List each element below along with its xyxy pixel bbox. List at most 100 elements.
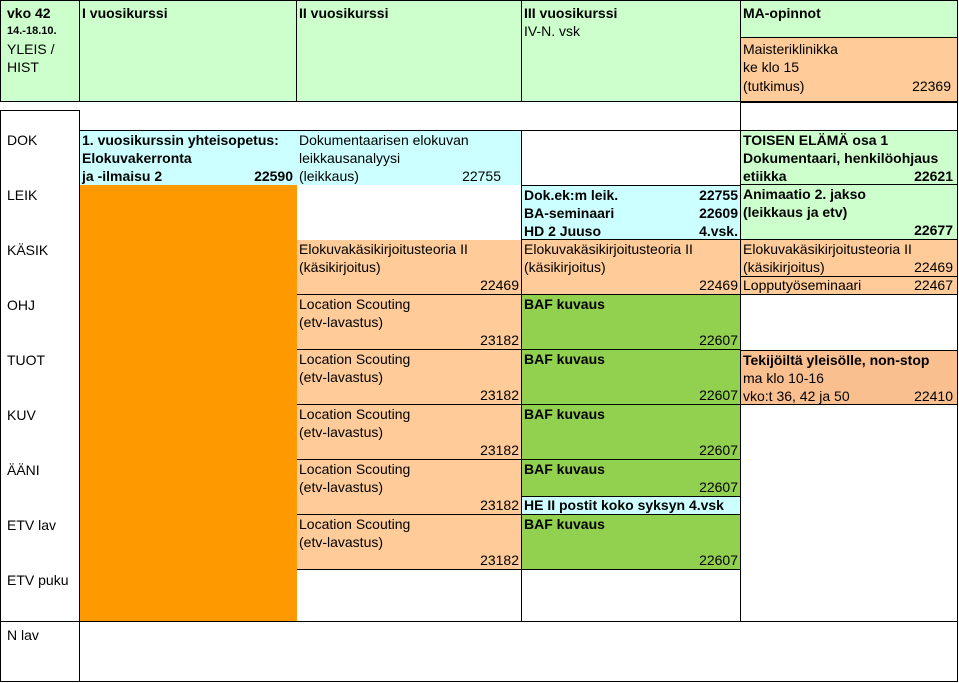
dokelo-line1: Dokumentaarisen elokuvan	[299, 132, 469, 148]
maisteri-line1: Maisteriklinikka	[743, 41, 838, 57]
col1-orange-block	[80, 185, 297, 621]
yhteis-line3: ja -ilmaisu 2	[82, 168, 163, 184]
lopputyo-cell: Lopputyöseminaari 22467	[741, 277, 958, 295]
col2-etv-puku-empty	[297, 570, 522, 621]
maisteri-line3: (tutkimus)	[743, 78, 805, 94]
he-postit-cell: HE II postit koko syksyn 4.vsk	[522, 497, 741, 515]
location-kuv-code: 23182	[480, 442, 519, 458]
tekijoilta-code: 22410	[914, 388, 953, 404]
baf-tuot-code: 22607	[699, 387, 738, 403]
maisteri-code: 22369	[912, 78, 951, 94]
location-aani-cell: Location Scouting (etv-lavastus) 23182	[297, 460, 522, 515]
dokek-code2: 22609	[699, 205, 738, 221]
kasik2-line2: (käsikirjoitus)	[299, 259, 381, 275]
header-col-4: MA-opinnot	[741, 0, 958, 37]
tekijoilta-cell: Tekijöiltä yleisölle, non-stop ma klo 10…	[741, 350, 958, 405]
yhteis-line1: 1. vuosikurssin yhteisopetus:	[82, 132, 279, 148]
baf-kuv-line1: BAF kuvaus	[524, 406, 605, 422]
kasik2-line1: Elokuvakäsikirjoitusteoria II	[299, 241, 468, 257]
location-etv-line1: Location Scouting	[299, 516, 411, 532]
col4-gap	[741, 102, 958, 130]
dokek-cell: Dok.ek:m leik. 22755 BA-seminaari 22609 …	[522, 185, 741, 240]
col4-bottom-empty	[741, 405, 958, 621]
kasik-col3-cell: Elokuvakäsikirjoitusteoria II (käsikirjo…	[522, 240, 741, 295]
row-label-kuv: KUV	[7, 407, 36, 423]
dokelo-code: 22755	[462, 168, 501, 184]
location-aani-line1: Location Scouting	[299, 461, 411, 477]
yhteis-code: 22590	[254, 168, 293, 184]
header-col-1: I vuosikurssi	[80, 0, 297, 102]
baf-ohj-line1: BAF kuvaus	[524, 296, 605, 312]
location-tuot-code: 23182	[480, 387, 519, 403]
baf-etv-code: 22607	[699, 552, 738, 568]
location-ohj-line2: (etv-lavastus)	[299, 314, 384, 330]
location-ohj-code: 23182	[480, 332, 519, 348]
col2-title: II vuosikurssi	[299, 5, 389, 21]
kasik3-line2: (käsikirjoitus)	[524, 259, 606, 275]
row-label-aani: ÄÄNI	[7, 462, 40, 478]
kasik-col2-cell: Elokuvakäsikirjoitusteoria II (käsikirjo…	[297, 240, 522, 295]
row-label-etv-lav: ETV lav	[7, 517, 57, 533]
kasik4-code: 22469	[914, 259, 953, 275]
header-gap-row	[80, 102, 741, 130]
location-ohj-line1: Location Scouting	[299, 296, 411, 312]
location-etv-line2: (etv-lavastus)	[299, 534, 384, 550]
col1-title: I vuosikurssi	[82, 5, 168, 21]
kasik3-line1: Elokuvakäsikirjoitusteoria II	[524, 241, 693, 257]
maisteri-line2: ke klo 15	[743, 59, 800, 75]
location-kuv-line1: Location Scouting	[299, 406, 411, 422]
location-etv-code: 23182	[480, 552, 519, 568]
dokek-line2: BA-seminaari	[524, 205, 615, 221]
header-col-3: III vuosikurssi IV-N. vsk	[522, 0, 741, 102]
col4-ohj-empty	[741, 295, 958, 350]
row-label-ohj: OHJ	[7, 297, 35, 313]
animaatio-line2: (leikkaus ja etv)	[743, 204, 848, 220]
row-label-leik: LEIK	[7, 187, 38, 203]
animaatio-code: 22677	[914, 222, 953, 238]
dokelo-line3: (leikkaus)	[299, 168, 359, 184]
n-lav-row	[80, 621, 958, 682]
location-aani-line2: (etv-lavastus)	[299, 479, 384, 495]
dokek-line1: Dok.ek:m leik.	[524, 187, 619, 203]
col2-leik-empty	[297, 185, 522, 240]
row-label-tuot: TUOT	[7, 352, 46, 368]
baf-kuv-code: 22607	[699, 442, 738, 458]
location-etv-cell: Location Scouting (etv-lavastus) 23182	[297, 515, 522, 570]
dokek-line3: HD 2 Juuso	[524, 223, 602, 239]
col3-etv-puku-empty	[522, 570, 741, 621]
location-tuot-line2: (etv-lavastus)	[299, 369, 384, 385]
toisen-line2: Dokumentaari, henkilöohjaus	[743, 150, 939, 166]
col3-dok-empty	[522, 130, 741, 185]
week-dates: 14.-18.10.	[7, 25, 57, 37]
baf-ohj-code: 22607	[699, 332, 738, 348]
he-postit-line1: HE II postit koko syksyn 4.vsk	[524, 497, 724, 513]
dokek-line3-vsk: 4.vsk.	[699, 223, 738, 239]
toisen-line1: TOISEN ELÄMÄ osa 1	[743, 132, 889, 148]
baf-tuot-cell: BAF kuvaus 22607	[522, 350, 741, 405]
baf-kuv-cell: BAF kuvaus 22607	[522, 405, 741, 460]
header-col-2: II vuosikurssi	[297, 0, 522, 102]
week-label: vko 42	[7, 5, 51, 21]
kasik3-code: 22469	[699, 277, 738, 293]
kasik-col4-cell: Elokuvakäsikirjoitusteoria II (käsikirjo…	[741, 240, 958, 277]
baf-etv-line1: BAF kuvaus	[524, 516, 605, 532]
tekijoilta-line1: Tekijöiltä yleisölle, non-stop	[743, 352, 930, 368]
yhteisopetus-cell: 1. vuosikurssin yhteisopetus: Elokuvaker…	[80, 130, 297, 185]
kasik4-line2: (käsikirjoitus)	[743, 259, 825, 275]
animaatio-line1: Animaatio 2. jakso	[743, 186, 866, 202]
baf-ohj-cell: BAF kuvaus 22607	[522, 295, 741, 350]
kasik4-line1: Elokuvakäsikirjoitusteoria II	[743, 241, 912, 257]
maisteriklinikka-cell: Maisteriklinikka ke klo 15 (tutkimus) 22…	[741, 37, 958, 102]
row-labels: DOK LEIK KÄSIK OHJ TUOT KUV ÄÄNI ETV lav…	[0, 110, 80, 629]
location-aani-code: 23182	[480, 497, 519, 513]
location-ohj-cell: Location Scouting (etv-lavastus) 23182	[297, 295, 522, 350]
baf-etv-cell: BAF kuvaus 22607	[522, 515, 741, 570]
kasik2-code: 22469	[480, 277, 519, 293]
baf-aani-line1: BAF kuvaus	[524, 461, 605, 477]
header-week-cell: vko 42 14.-18.10. YLEIS / HIST	[0, 0, 80, 102]
location-tuot-line1: Location Scouting	[299, 351, 411, 367]
subject-label-2: HIST	[7, 59, 39, 75]
dokek-code1: 22755	[699, 187, 738, 203]
col3-title: III vuosikurssi	[524, 5, 618, 21]
